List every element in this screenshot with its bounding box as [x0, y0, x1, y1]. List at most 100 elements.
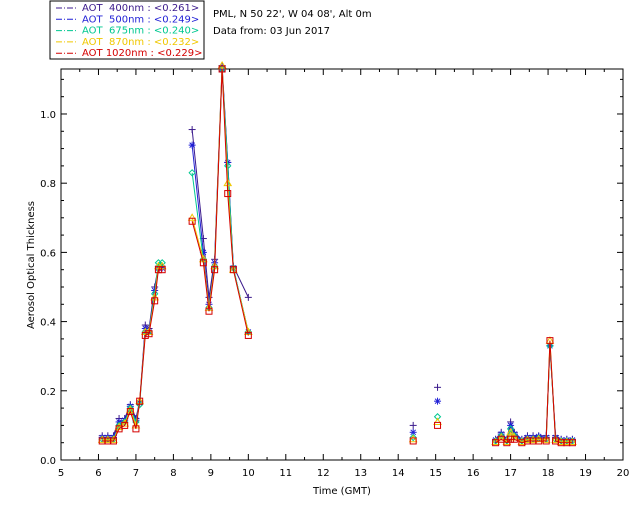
data-point [509, 433, 519, 441]
data-point [103, 435, 113, 443]
x-tick-label: 20 [617, 468, 630, 479]
data-point [510, 435, 518, 443]
data-point [546, 337, 554, 345]
data-point [568, 439, 576, 447]
x-tick-label: 8 [170, 468, 176, 479]
series-0 [98, 62, 576, 443]
data-point [541, 435, 551, 443]
x-tick-label: 15 [429, 468, 442, 479]
series-line [495, 340, 573, 444]
x-tick-label: 5 [58, 468, 64, 479]
data-point [542, 437, 550, 445]
legend-entry: AOT 400nm : <0.261> [82, 3, 199, 14]
data-point [244, 293, 252, 301]
data-point [496, 433, 506, 441]
x-tick-label: 14 [392, 468, 405, 479]
y-tick-label: 0.8 [40, 179, 56, 190]
data-point [224, 190, 232, 198]
data-point [433, 413, 442, 421]
data-point [218, 65, 226, 73]
y-tick-label: 0.0 [40, 456, 56, 467]
legend-box [49, 0, 205, 60]
series-layer [97, 61, 577, 447]
data-point [97, 435, 107, 443]
legend-entry: AOT 675nm : <0.240> [82, 26, 199, 37]
data-point [126, 408, 134, 416]
y-tick-label: 0.4 [40, 318, 56, 329]
x-tick-label: 18 [542, 468, 555, 479]
series-1 [98, 65, 576, 444]
legend-entry: AOT 500nm : <0.249> [82, 14, 199, 25]
y-tick-label: 1.0 [40, 110, 56, 121]
data-point [434, 397, 442, 405]
x-tick-label: 13 [354, 468, 367, 479]
y-axis: 0.0 0.2 0.4 0.6 0.8 1.0 [40, 78, 623, 467]
data-point [523, 435, 532, 443]
x-tick-label: 10 [242, 468, 255, 479]
series-4 [98, 65, 576, 447]
data-point [211, 266, 219, 274]
data-point [408, 434, 418, 443]
data-point [568, 437, 577, 446]
data-point [229, 266, 237, 274]
series-3 [97, 61, 577, 446]
data-point [132, 425, 140, 433]
data-point [188, 126, 196, 134]
data-point [434, 421, 442, 429]
data-point [562, 437, 572, 446]
data-point [535, 437, 543, 445]
x-tick-label: 7 [133, 468, 139, 479]
y-tick-label: 0.2 [40, 387, 56, 398]
x-tick-label: 9 [208, 468, 214, 479]
data-point [188, 141, 196, 149]
legend-entry: AOT 1020nm : <0.229> [82, 48, 202, 59]
x-axis-label: Time (GMT) [312, 486, 371, 497]
data-point [109, 437, 117, 445]
series-line [102, 269, 163, 442]
legend: AOT 400nm : <0.261>AOT 500nm : <0.249>AO… [49, 0, 205, 60]
data-point [151, 297, 159, 305]
data-point [199, 259, 207, 267]
series-line [495, 345, 573, 442]
x-tick-label: 6 [95, 468, 101, 479]
data-point [205, 307, 213, 315]
data-point [528, 435, 538, 443]
x-tick-label: 11 [279, 468, 292, 479]
data-point [157, 261, 167, 270]
data-point [409, 437, 417, 445]
data-point [144, 327, 154, 335]
data-point [145, 330, 153, 338]
series-line [495, 340, 573, 443]
data-point [434, 383, 442, 391]
data-point [507, 435, 515, 443]
x-tick-label: 12 [317, 468, 330, 479]
data-point [433, 417, 442, 425]
x-axis: 5 6 7 8 9 10 11 12 13 14 15 16 17 18 19 20 [58, 69, 630, 479]
series-2 [98, 65, 577, 445]
series-line [191, 65, 249, 333]
data-point [224, 162, 232, 170]
data-point [551, 435, 560, 443]
data-point [136, 397, 144, 405]
date-subtitle: Data from: 03 Jun 2017 [213, 26, 330, 37]
series-line [191, 68, 249, 336]
x-tick-label: 17 [504, 468, 517, 479]
data-point [121, 421, 129, 429]
plot-area [60, 68, 624, 461]
data-point [534, 434, 544, 443]
data-point [409, 421, 417, 429]
data-point [506, 427, 515, 436]
x-tick-label: 19 [579, 468, 592, 479]
data-point [187, 213, 197, 221]
data-point [188, 169, 196, 177]
data-point [141, 331, 149, 339]
data-point [409, 433, 417, 442]
y-tick-label: 0.6 [40, 248, 56, 259]
site-title: PML, N 50 22', W 04 08', Alt 0m [213, 9, 372, 20]
x-tick-label: 16 [467, 468, 480, 479]
data-point [109, 435, 118, 443]
data-point [158, 266, 166, 274]
data-point [556, 437, 566, 446]
data-point [154, 266, 162, 274]
